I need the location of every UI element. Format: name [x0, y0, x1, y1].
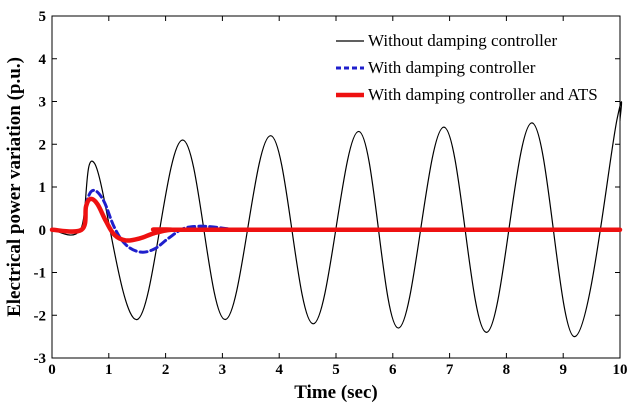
x-tick-label: 9	[559, 362, 567, 378]
x-tick-label: 4	[275, 362, 283, 378]
y-tick-label: -2	[34, 308, 47, 324]
x-tick-label: 5	[332, 362, 340, 378]
y-tick-label: 1	[39, 180, 47, 196]
y-tick-label: -3	[34, 351, 47, 367]
legend-label-without-damping-controller: Without damping controller	[368, 31, 557, 50]
x-tick-label: 2	[162, 362, 170, 378]
y-tick-label: 4	[39, 52, 47, 68]
y-tick-label: 5	[39, 9, 47, 25]
series-lines	[49, 101, 623, 338]
x-tick-label: 10	[613, 362, 628, 378]
x-tick-label: 0	[48, 362, 56, 378]
y-tick-label: -1	[34, 266, 47, 282]
legend-label-with-damping-controller: With damping controller	[368, 58, 536, 77]
x-axis-label: Time (sec)	[294, 382, 378, 403]
y-axis-label: Electrical power variation (p.u.)	[4, 57, 25, 317]
y-tick-label: 2	[39, 137, 47, 153]
legend-label-with-damping-controller-and-ats: With damping controller and ATS	[368, 85, 598, 104]
y-tick-label: 0	[39, 223, 47, 239]
x-tick-label: 8	[503, 362, 511, 378]
series-line-without-damping-controller	[51, 101, 623, 338]
x-tick-label: 3	[219, 362, 227, 378]
axis-ticks: 0 1 2 3 4 5 6 7 8 9 10 -3 -2 -1 0 1 2 3 4 5	[34, 9, 628, 378]
series-line-with-damping-controller	[50, 188, 622, 254]
legend: Without damping controller With damping c…	[336, 31, 598, 104]
x-tick-label: 1	[105, 362, 113, 378]
series-line-with-damping-controller-and-ats	[49, 196, 623, 243]
y-tick-label: 3	[39, 95, 47, 111]
x-tick-label: 6	[389, 362, 397, 378]
x-tick-label: 7	[446, 362, 454, 378]
